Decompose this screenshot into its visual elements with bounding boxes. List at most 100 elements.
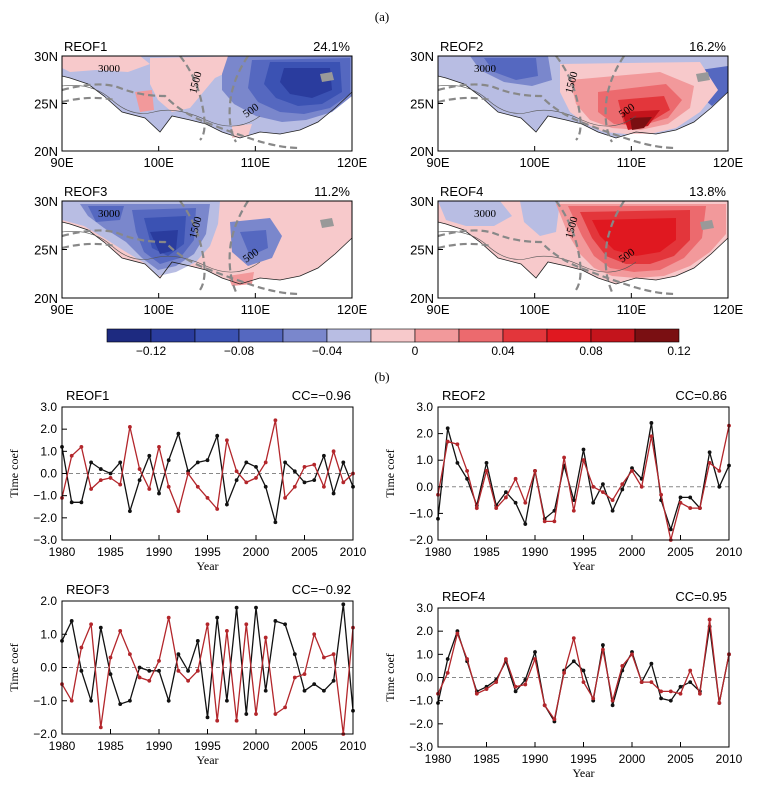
data-point: [79, 645, 84, 650]
data-point: [225, 502, 229, 507]
data-point: [98, 725, 103, 730]
data-point: [601, 647, 605, 652]
data-point: [186, 678, 191, 683]
data-point: [562, 455, 566, 460]
lat-tick-label: 20N: [34, 291, 58, 306]
data-point: [513, 500, 518, 505]
data-point: [302, 464, 307, 469]
x-tick-label: 1995: [194, 545, 221, 559]
lon-tick-label: 100E: [519, 302, 550, 317]
data-point: [225, 698, 229, 703]
data-point: [630, 466, 634, 471]
data-point: [79, 500, 84, 505]
x-tick-label: 2005: [667, 752, 694, 766]
y-tick-label: 3.0: [416, 400, 433, 414]
data-point: [678, 684, 683, 689]
contour-label: 1500: [187, 70, 204, 95]
colorbar-tick-label: 0.12: [667, 344, 691, 358]
data-point: [571, 508, 576, 513]
data-point: [484, 468, 489, 473]
data-point: [166, 458, 171, 463]
chart-cc: CC=−0.96: [292, 388, 351, 403]
data-point: [717, 468, 722, 473]
x-tick-label: 2005: [291, 739, 318, 753]
data-point: [688, 668, 693, 673]
lon-tick-label: 120E: [713, 302, 744, 317]
y-tick-label: 1.0: [416, 647, 433, 661]
data-point: [137, 478, 142, 483]
lat-tick-label: 25N: [34, 97, 58, 112]
data-point: [205, 458, 210, 463]
data-point: [620, 487, 625, 492]
data-point: [234, 469, 239, 474]
data-point: [312, 478, 317, 483]
data-point: [244, 460, 249, 465]
x-tick-label: 1995: [570, 752, 597, 766]
data-point: [341, 460, 346, 465]
map-field: [438, 56, 728, 151]
data-point: [698, 506, 702, 510]
data-point: [118, 482, 123, 487]
data-point: [445, 670, 450, 675]
colorbar-swatch: [590, 328, 636, 343]
map-variance: 16.2%: [689, 39, 726, 54]
data-point: [273, 619, 278, 623]
data-point: [254, 605, 258, 610]
data-point: [542, 519, 547, 524]
x-tick-label: 1995: [570, 545, 597, 559]
data-point: [302, 480, 307, 485]
x-tick-label: 1990: [146, 739, 173, 753]
chart-title: REOF1: [66, 388, 109, 403]
x-tick-label: 2000: [619, 752, 646, 766]
data-point: [186, 668, 191, 673]
data-point: [89, 460, 93, 465]
data-point: [166, 484, 171, 489]
lat-tick-label: 30N: [34, 49, 58, 64]
y-axis-label: Time coef: [7, 449, 21, 498]
data-point: [552, 717, 557, 722]
data-point: [668, 689, 673, 694]
data-point: [494, 506, 499, 510]
data-point: [225, 629, 229, 633]
data-point: [322, 453, 326, 458]
data-point: [445, 657, 450, 661]
data-point: [331, 449, 336, 454]
data-point: [234, 718, 239, 723]
contour-label: 3000: [474, 63, 497, 75]
data-point: [89, 487, 93, 491]
colorbar-swatch: [106, 328, 152, 343]
x-tick-label: 1980: [49, 545, 76, 559]
contour-label: 3000: [98, 208, 121, 220]
lat-tick-label: 30N: [410, 194, 434, 209]
lat-tick-label: 20N: [34, 144, 58, 159]
data-point: [254, 712, 258, 716]
y-tick-label: 0.0: [416, 671, 433, 685]
data-point: [322, 655, 326, 660]
data-point: [331, 491, 336, 496]
data-point: [659, 492, 663, 497]
data-point: [341, 602, 346, 607]
data-point: [639, 680, 644, 685]
y-tick-label: 2.0: [40, 422, 57, 436]
colorbar-swatch: [546, 328, 592, 343]
data-point: [263, 460, 268, 465]
x-tick-label: 1980: [49, 739, 76, 753]
data-point: [571, 636, 576, 641]
data-point: [166, 615, 171, 620]
contour-label: 3000: [474, 208, 497, 220]
lon-tick-label: 100E: [143, 302, 174, 317]
data-point: [176, 509, 181, 514]
data-point: [610, 703, 615, 708]
data-point: [147, 678, 152, 683]
data-point: [523, 522, 528, 526]
colorbar-swatch: [634, 328, 680, 343]
y-tick-label: −3.0: [33, 533, 57, 547]
x-tick-label: 2000: [619, 545, 646, 559]
data-point: [678, 495, 683, 500]
chart-cc: CC=0.95: [675, 589, 727, 604]
map-variance: 13.8%: [689, 184, 726, 199]
data-point: [254, 464, 258, 469]
series-line-1: [437, 422, 730, 532]
